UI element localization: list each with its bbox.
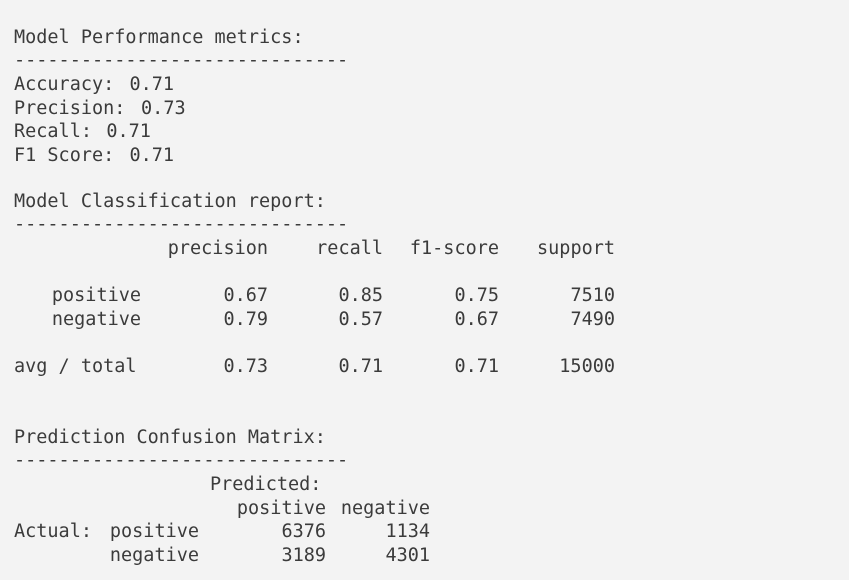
metric-label: F1 Score: bbox=[14, 144, 115, 166]
metric-label: Precision: bbox=[14, 97, 126, 119]
cell-value: 0.71 bbox=[454, 356, 499, 377]
metric-value: 0.71 bbox=[106, 121, 151, 142]
cell-value: 0.67 bbox=[454, 309, 499, 330]
cell-value: 0.85 bbox=[338, 285, 383, 306]
cell-value: 0.71 bbox=[338, 356, 383, 377]
cell-value: 6376 bbox=[281, 521, 326, 542]
cell-value: 3189 bbox=[281, 545, 326, 566]
row-label: negative bbox=[109, 545, 199, 566]
section-title: Prediction Confusion Matrix: bbox=[14, 427, 326, 448]
cell-value: 0.79 bbox=[223, 309, 268, 330]
column-header: precision bbox=[167, 238, 268, 259]
cell-value: 0.67 bbox=[223, 285, 268, 306]
cell-value: 0.75 bbox=[454, 285, 499, 306]
section-title: Model Performance metrics: bbox=[14, 27, 304, 48]
metric-label: Recall: bbox=[14, 121, 92, 142]
cell-value: 7490 bbox=[570, 309, 615, 330]
metric-label: Accuracy: bbox=[14, 74, 115, 95]
axis-label: Predicted: bbox=[210, 474, 322, 495]
section-title: Model Classification report: bbox=[14, 191, 326, 212]
cell-value: 15000 bbox=[559, 356, 615, 377]
row-label: negative bbox=[51, 309, 141, 330]
row-label: avg / total bbox=[14, 356, 137, 377]
metric-value: 0.71 bbox=[129, 144, 175, 166]
metric-value: 0.73 bbox=[141, 97, 186, 119]
separator: ------------------------------ bbox=[14, 214, 349, 235]
separator: ------------------------------ bbox=[14, 50, 349, 71]
cell-value: 0.57 bbox=[338, 309, 383, 330]
row-label: positive bbox=[51, 285, 141, 306]
cell-value: 7510 bbox=[570, 285, 615, 306]
cell-value: 1134 bbox=[385, 521, 430, 542]
column-header: positive bbox=[236, 498, 326, 519]
column-header: recall bbox=[316, 238, 383, 259]
axis-label: Actual: bbox=[14, 521, 92, 542]
row-label: positive bbox=[109, 521, 199, 542]
column-header: f1-score bbox=[409, 238, 499, 259]
column-header: negative bbox=[340, 498, 430, 519]
cell-value: 0.73 bbox=[223, 356, 268, 377]
column-header: support bbox=[537, 238, 615, 259]
metric-value: 0.71 bbox=[129, 74, 175, 95]
cell-value: 4301 bbox=[385, 545, 430, 566]
separator: ------------------------------ bbox=[14, 450, 349, 471]
